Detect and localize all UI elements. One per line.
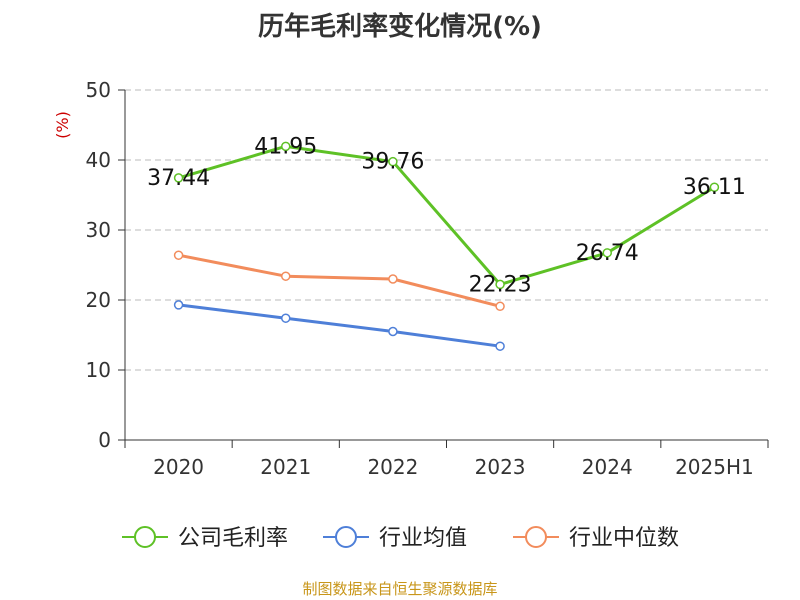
legend-marker-0	[134, 526, 156, 548]
y-tick-label: 30	[86, 218, 111, 242]
data-label: 37.44	[147, 166, 210, 191]
x-tick-label: 2024	[582, 455, 633, 479]
y-tick-label: 20	[86, 288, 111, 312]
data-label: 41.95	[254, 134, 317, 159]
x-tick-label: 2025H1	[675, 455, 754, 479]
legend: 公司毛利率 行业均值 行业中位数	[122, 526, 679, 551]
data-label: 22.23	[469, 272, 532, 297]
data-point	[281, 141, 291, 152]
data-point	[388, 326, 398, 337]
data-label: 26.74	[576, 241, 639, 266]
y-tick-label: 10	[86, 358, 111, 382]
data-point	[495, 279, 505, 290]
x-tick-label: 2022	[367, 455, 418, 479]
data-point	[173, 173, 184, 183]
legend-label-2: 行业中位数	[569, 526, 679, 551]
y-axis-label: (%)	[53, 111, 72, 139]
x-tick-label: 2023	[475, 455, 526, 479]
data-point	[709, 182, 720, 192]
series-line-2	[178, 253, 501, 308]
legend-marker-2	[525, 526, 547, 548]
y-tick-label: 0	[98, 428, 111, 452]
legend-label-1: 行业均值	[379, 526, 467, 551]
legend-marker-1	[335, 526, 357, 548]
chart-title: 历年毛利率变化情况(%)	[258, 12, 542, 42]
series-line-1	[178, 303, 501, 348]
x-tick-label: 2021	[260, 455, 311, 479]
data-label: 36.11	[683, 175, 746, 200]
axis-layer: 0 10 20 30 40 50 (%) 2020 2021 2022 2023 2024 2025H1	[53, 78, 769, 479]
data-point	[495, 341, 505, 351]
y-tick-label: 50	[86, 78, 111, 102]
y-tick-label: 40	[86, 148, 111, 172]
data-point	[495, 301, 505, 312]
data-point	[388, 274, 398, 284]
legend-label-0: 公司毛利率	[178, 526, 288, 551]
data-label-layer: 37.44 41.95 39.76 22.23 26.74 36.11	[147, 134, 746, 297]
data-point	[173, 250, 184, 260]
series-layer	[173, 141, 720, 351]
series-line-0	[178, 144, 716, 286]
data-point	[388, 156, 398, 167]
data-point	[602, 248, 612, 258]
data-point	[281, 271, 291, 281]
x-tick-label: 2020	[153, 455, 204, 479]
source-note: 制图数据来自恒生聚源数据库	[302, 580, 498, 598]
data-point	[281, 313, 291, 323]
data-label: 39.76	[361, 150, 424, 175]
data-point	[173, 300, 184, 310]
grid-layer	[125, 89, 768, 371]
